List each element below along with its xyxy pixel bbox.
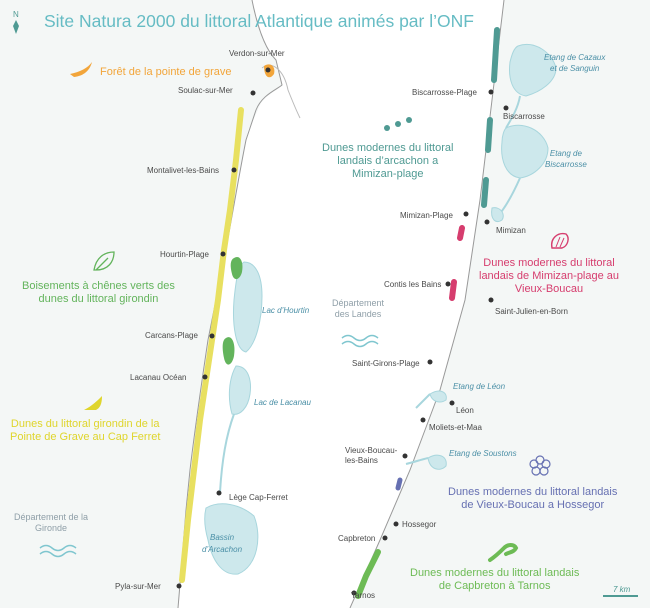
stream-landes	[405, 393, 431, 465]
dot-biscarrosse	[503, 105, 509, 111]
lake-label-biscarrosse: Etang de Biscarrosse	[545, 149, 587, 169]
site-label-mimizan-vieux-boucau: Dunes modernes du littoral landais de Mi…	[479, 257, 620, 295]
site-oak-carcans	[222, 337, 235, 365]
site-label-littoral-girondin: Dunes du littoral girondin de la Pointe …	[10, 418, 161, 443]
bird-icon	[70, 62, 92, 77]
lake-lacanau	[228, 365, 251, 415]
dot-soulac	[250, 90, 256, 96]
shell-icon	[551, 232, 569, 249]
town-saint-girons: Saint-Girons-Plage	[352, 359, 420, 368]
wave-icon-gironde	[39, 544, 77, 558]
dot-mimizan-plage	[463, 211, 469, 217]
site-lgreen	[355, 549, 381, 599]
lake-label-soustons: Etang de Soustons	[449, 449, 517, 458]
dept-landes: Département des Landes	[332, 298, 385, 319]
dept-gironde: Département de la Gironde	[14, 512, 89, 533]
dot-leon	[449, 400, 455, 406]
gironde-coastline	[177, 0, 283, 608]
lake-label-arcachon: Bassin d’Arcachon	[202, 533, 243, 554]
bassin-arcachon	[204, 503, 259, 575]
town-tarnos: Tarnos	[351, 591, 376, 600]
site-strip-yellow	[179, 107, 244, 583]
town-capbreton: Capbreton	[338, 534, 376, 543]
site-magenta	[449, 225, 465, 301]
site-oak-hourtin	[230, 256, 243, 280]
lake-mimizan	[491, 207, 504, 222]
gironde-land	[0, 0, 282, 608]
landes-coastline	[349, 0, 505, 608]
dot-capbreton	[382, 535, 388, 541]
scale-label: 7 km	[613, 585, 631, 594]
town-contis: Contis les Bains	[384, 280, 442, 289]
dot-vieux-boucau	[402, 453, 408, 459]
town-mimizan-plage: Mimizan-Plage	[400, 211, 453, 220]
town-hourtin: Hourtin-Plage	[160, 250, 209, 259]
town-hossegor: Hossegor	[402, 520, 437, 529]
lake-label-lacanau: Lac de Lacanau	[254, 398, 311, 407]
lake-cazaux	[509, 44, 557, 97]
dot-biscarrosse-plage	[488, 89, 494, 95]
town-leon: Léon	[456, 406, 474, 415]
site-label-arcachon-mimizan: Dunes modernes du littoral landais d’arc…	[322, 142, 454, 180]
site-label-chenes-verts: Boisements à chênes verts des dunes du l…	[22, 280, 175, 305]
flower-icon	[529, 455, 551, 476]
town-dots	[176, 67, 509, 596]
lizard-icon	[488, 543, 519, 562]
leaf-icon	[93, 251, 115, 271]
site-label-pointe-de-grave: Forêt de la pointe de grave	[100, 66, 232, 78]
lake-soustons	[427, 454, 447, 470]
dot-carcans	[209, 333, 215, 339]
town-carcans: Carcans-Plage	[145, 331, 198, 340]
stream-south	[219, 413, 235, 493]
site-label-capbreton-tarnos: Dunes modernes du littoral landais de Ca…	[410, 567, 580, 592]
dot-mimizan	[484, 219, 490, 225]
dot-tarnos	[351, 590, 357, 596]
frog-tracks-icon	[384, 117, 412, 131]
lake-hourtin	[233, 261, 263, 353]
town-saint-julien: Saint-Julien-en-Born	[495, 307, 568, 316]
page-title: Site Natura 2000 du littoral Atlantique …	[44, 11, 474, 31]
lake-label-cazaux: Etang de Cazaux et de Sanguin	[544, 53, 606, 73]
town-moliets: Moliets-et-Maa	[429, 423, 482, 432]
north-label: N	[13, 10, 19, 19]
sail-icon	[84, 396, 102, 410]
town-montalivet: Montalivet-les-Bains	[147, 166, 220, 175]
town-verdon: Verdon-sur-Mer	[229, 49, 285, 58]
site-label-vieux-boucau-hossegor: Dunes modernes du littoral landais de Vi…	[448, 486, 618, 511]
town-biscarrosse: Biscarrosse	[503, 112, 545, 121]
dot-lege	[216, 490, 222, 496]
lake-leon	[429, 390, 447, 403]
town-biscarrosse-plage: Biscarrosse-Plage	[412, 88, 477, 97]
dot-hossegor	[393, 521, 399, 527]
dot-montalivet	[231, 167, 237, 173]
dot-hourtin	[220, 251, 226, 257]
dot-pyla	[176, 583, 182, 589]
site-teal-strip	[481, 27, 500, 208]
dot-lacanau	[202, 374, 208, 380]
town-lege: Lège Cap-Ferret	[229, 493, 288, 502]
town-soulac: Soulac-sur-Mer	[178, 86, 233, 95]
town-vieux-boucau: Vieux-Boucau- les-Bains	[345, 446, 398, 465]
town-lacanau: Lacanau Océan	[130, 373, 187, 382]
lake-label-hourtin: Lac d’Hourtin	[262, 306, 310, 315]
town-mimizan: Mimizan	[496, 226, 526, 235]
north-arrow-icon	[13, 20, 19, 34]
town-pyla: Pyla-sur-Mer	[115, 582, 161, 591]
landes-land	[350, 0, 650, 608]
site-purple	[395, 477, 403, 491]
dot-moliets	[420, 417, 426, 423]
dot-saint-julien	[488, 297, 494, 303]
wave-icon-landes	[341, 334, 379, 348]
dot-contis	[445, 281, 451, 287]
dot-verdon	[265, 67, 271, 73]
dot-saint-girons	[427, 359, 433, 365]
lake-label-leon: Etang de Léon	[453, 382, 506, 391]
